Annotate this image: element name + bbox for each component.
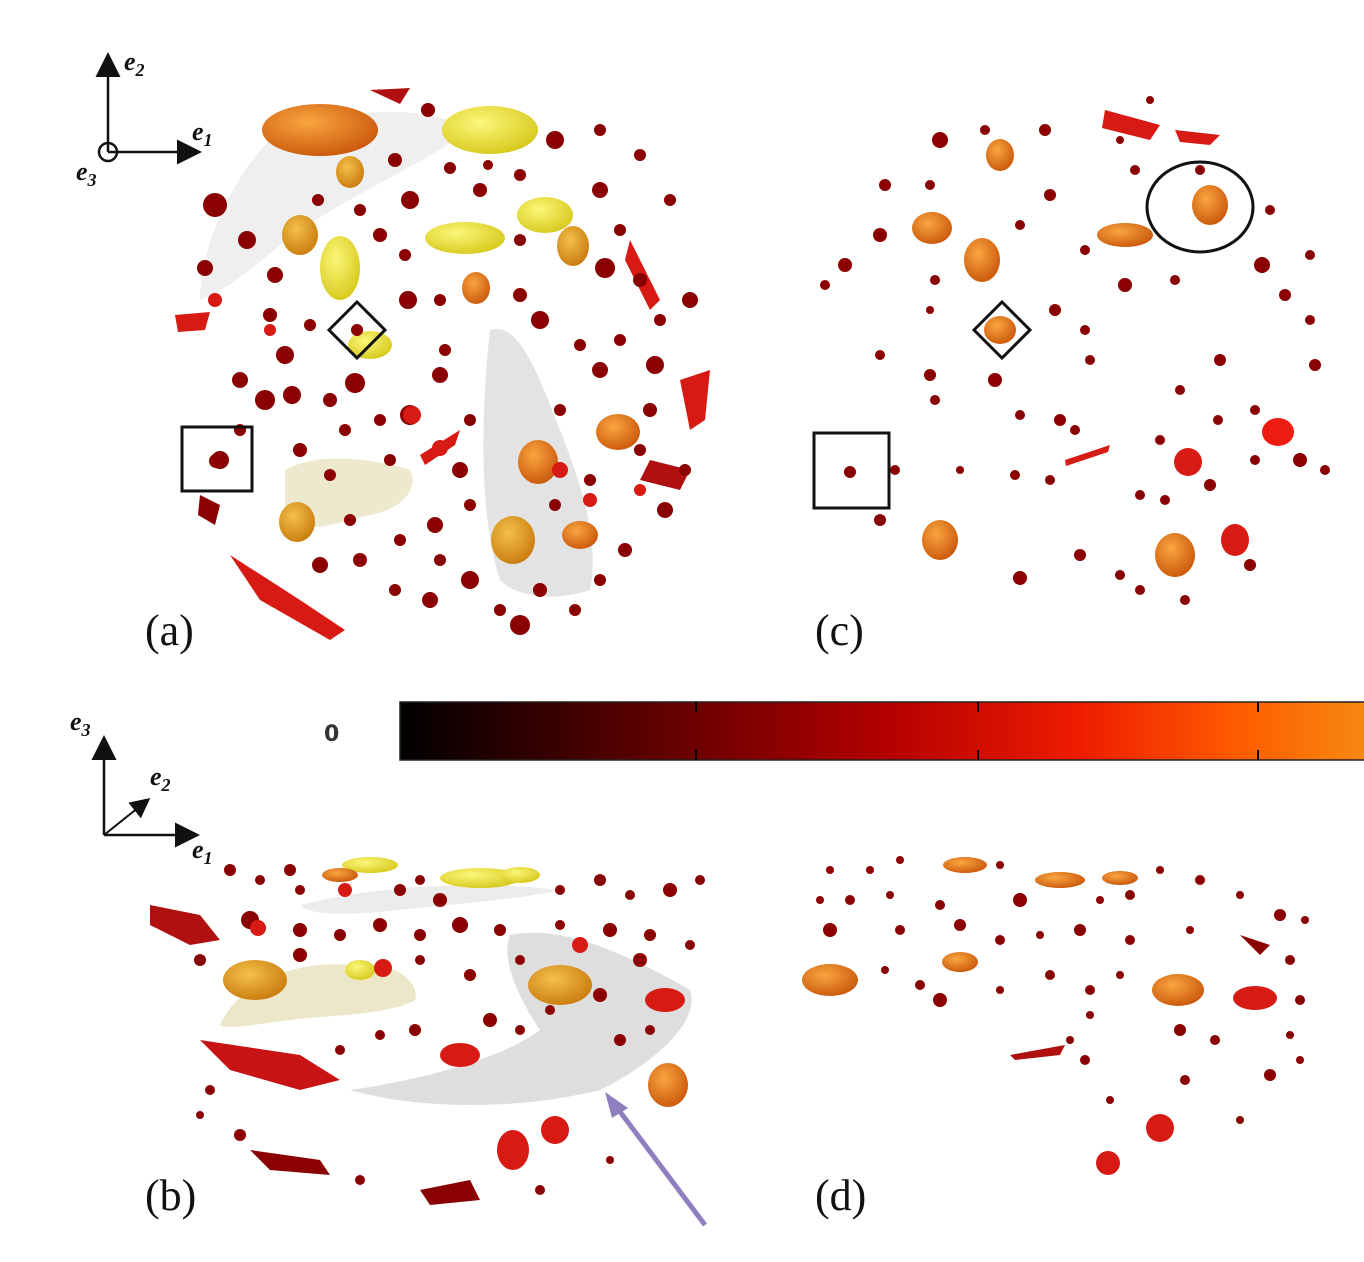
panel-a-label: (a) xyxy=(145,606,194,655)
circle-marker-c xyxy=(1145,160,1255,254)
panel-c-label: (c) xyxy=(815,606,864,655)
axis-e3-label: e xyxy=(76,157,88,186)
panel-c-markers xyxy=(812,160,1255,510)
diamond-marker-a xyxy=(326,299,388,361)
panel-a-markers xyxy=(180,299,388,493)
panel-d-render xyxy=(802,856,1309,1175)
colorbar: 0 xyxy=(324,701,1364,761)
axis-b-e1-label: e xyxy=(192,835,204,864)
annotation-arrow xyxy=(613,1103,707,1227)
panel-a-render xyxy=(175,88,710,640)
axis-b-e3-sub: 3 xyxy=(81,720,91,740)
axis-b-e3-label: e xyxy=(70,707,82,736)
panel-d-label: (d) xyxy=(815,1171,866,1220)
colorbar-min-label: 0 xyxy=(324,722,339,747)
svg-text:e3: e3 xyxy=(76,157,97,190)
panel-b-render xyxy=(150,857,707,1227)
svg-text:e1: e1 xyxy=(192,835,213,868)
square-marker-c xyxy=(812,431,891,510)
axis-triad-top: e2 e1 e3 xyxy=(76,47,213,190)
svg-text:e3: e3 xyxy=(70,707,91,740)
svg-text:e1: e1 xyxy=(192,117,213,150)
axis-b-e1-sub: 1 xyxy=(204,848,213,868)
axis-b-e2-sub: 2 xyxy=(161,775,171,795)
axis-e2-sub: 2 xyxy=(135,60,145,80)
diamond-marker-c xyxy=(971,299,1033,361)
axis-e1-sub: 1 xyxy=(204,130,213,150)
panel-c-render xyxy=(820,96,1330,605)
svg-text:e2: e2 xyxy=(150,762,171,795)
svg-text:e2: e2 xyxy=(124,47,145,80)
axis-e3-sub: 3 xyxy=(87,170,97,190)
axis-e2-label: e xyxy=(124,47,136,76)
axis-e1-label: e xyxy=(192,117,204,146)
axis-triad-bottom: e3 e2 e1 xyxy=(70,707,213,868)
square-marker-a xyxy=(180,425,254,493)
panel-b-label: (b) xyxy=(145,1171,196,1220)
axis-b-e2-label: e xyxy=(150,762,162,791)
